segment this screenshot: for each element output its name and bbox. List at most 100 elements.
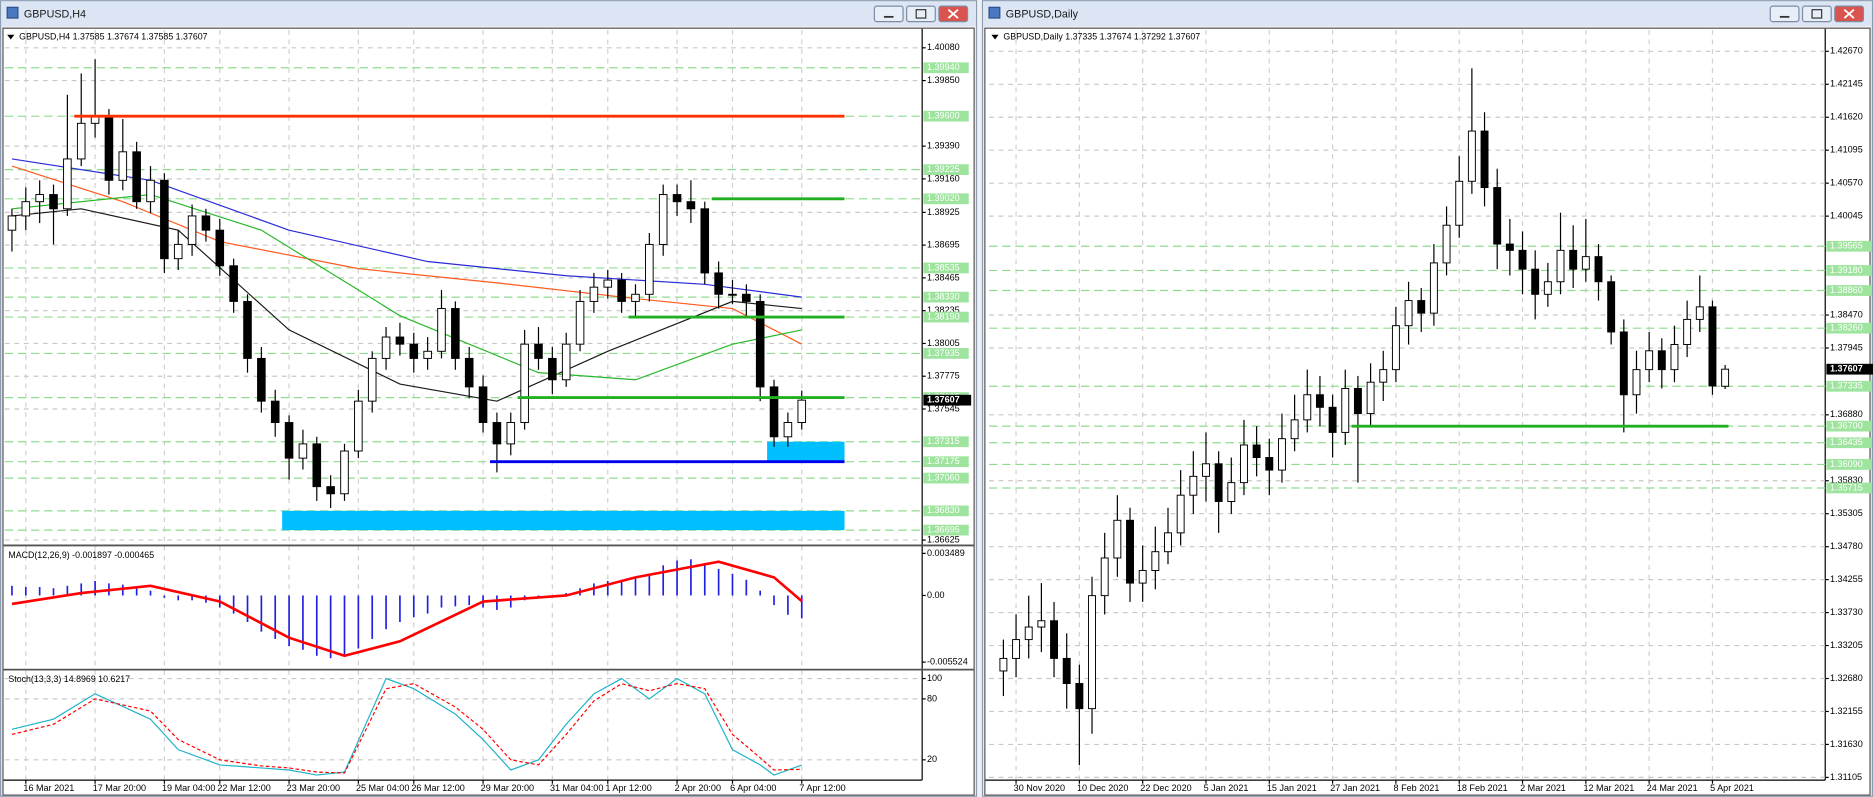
candle-body [1404,300,1413,327]
level-label: 1.36435 [1830,437,1863,447]
candle-body [49,194,58,210]
candle-body [312,443,322,488]
x-tick-label: 27 Jan 2021 [1330,783,1380,793]
candle-body [1277,438,1286,471]
candle-body [1607,281,1616,333]
x-tick-label: 2 Mar 2021 [1520,783,1566,793]
candle-body [1075,683,1084,710]
moving-average [11,193,802,381]
candle-body [1164,532,1172,553]
candle-body [1303,394,1312,421]
x-tick-label: 26 Mar 12:00 [411,783,464,793]
candle-body [1176,494,1185,534]
y-tick-label: 80 [927,693,937,703]
level-label-box [1826,285,1872,296]
y-tick-label: 1.38695 [927,240,960,250]
candle-body [672,194,682,203]
level-label: 1.38535 [927,262,960,272]
candle-body [1632,369,1641,396]
level-label: 1.36830 [927,505,960,515]
y-tick-label: 1.32680 [1830,673,1863,683]
x-tick-label: 6 Apr 04:00 [730,783,776,793]
y-tick-label: 1.40045 [1830,211,1863,221]
x-tick-label: 23 Mar 20:00 [287,783,340,793]
stochastic-line [11,677,802,776]
x-tick-label: 31 Mar 04:00 [550,783,603,793]
candle-body [548,357,557,381]
candle-body [658,194,668,245]
level-label: 1.39020 [927,193,960,203]
header-arrow [991,34,999,40]
candle-body [409,343,419,359]
y-tick-label: 0.003489 [927,548,965,558]
candle-body [1467,130,1476,182]
candle-body [1531,268,1540,295]
button-glyph [915,9,927,19]
y-tick-label: 1.41620 [1830,112,1863,122]
x-tick-label: 1 Apr 12:00 [605,783,651,793]
level-label: 1.37935 [927,348,960,358]
level-label: 1.38330 [927,292,960,302]
minimize-button[interactable] [873,5,904,23]
level-label: 1.37335 [1830,381,1863,391]
candle-body [118,151,128,181]
y-tick-label: 1.39850 [927,75,960,85]
candle-body [999,657,1008,672]
candle-body [1353,387,1362,415]
maximize-button[interactable] [906,5,936,23]
y-tick-label: 1.37775 [927,371,960,381]
candle-body [1645,350,1654,371]
y-tick-label: 1.39160 [927,173,960,183]
candle-body [1708,306,1717,387]
level-label-box [923,348,969,359]
candle-body [270,400,280,424]
candle-body [1113,519,1122,559]
level-label: 1.36695 [927,524,960,534]
last-price-label: 1.37607 [1830,364,1863,374]
candle-body [1290,419,1299,440]
chart-area [984,27,1871,796]
panel-header: Stoch(13,3,3) 14.8969 10.6217 [8,674,130,684]
level-label-box [1826,459,1872,470]
candle-body [1391,325,1400,371]
y-tick-label: 1.39390 [927,141,960,151]
candle-body [1505,243,1514,251]
candle-body [728,293,737,296]
y-tick-label: 1.36880 [1830,409,1863,419]
candle-body [1480,130,1489,189]
level-label-box [1826,482,1872,494]
x-tick-label: 22 Dec 2020 [1140,783,1191,793]
level-label: 1.37175 [927,456,960,466]
minimize-button[interactable] [1769,5,1800,23]
level-label: 1.38860 [1830,285,1863,295]
candle-body [617,279,626,302]
candle-body [1695,306,1704,320]
candle-body [645,243,654,295]
candle-body [1126,519,1134,584]
maximize-button[interactable] [1801,5,1832,23]
level-label-box [923,436,969,448]
candle-body [326,486,335,495]
level-label-box [923,62,969,74]
candle-body [1455,180,1464,226]
level-label: 1.37315 [927,436,960,446]
level-label-box [923,164,969,175]
y-tick-label: 1.34255 [1830,574,1863,584]
candle-body [769,386,779,438]
candle-body [1100,557,1109,597]
y-tick-label: 1.38470 [1830,309,1863,319]
stochastic-line [11,682,802,774]
candle-body [132,151,141,203]
y-tick-label: 1.31105 [1830,772,1862,782]
y-tick-label: 1.33205 [1830,640,1863,650]
candle-body [35,194,44,203]
candle-body [1189,475,1198,496]
x-tick-label: 5 Jan 2021 [1204,783,1249,793]
candle-body [1214,463,1223,502]
level-label: 1.36090 [1830,459,1863,469]
candle-body [1518,249,1527,270]
candle-body [1569,249,1578,270]
candle-body [381,336,391,359]
macd-signal [11,560,803,658]
y-tick-label: 1.42670 [1830,46,1863,56]
